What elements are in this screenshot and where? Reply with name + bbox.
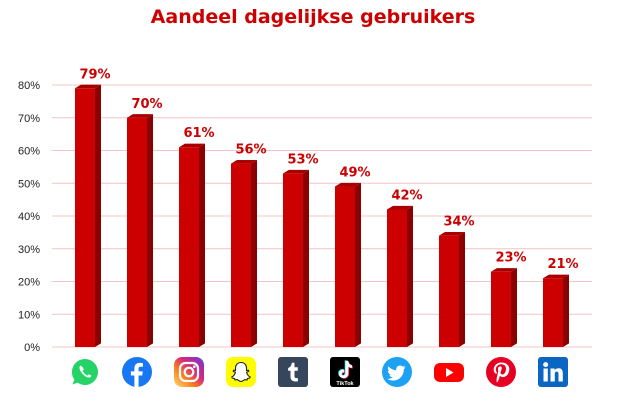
bar-side <box>147 114 153 348</box>
bar-front <box>387 209 407 347</box>
bar-front <box>543 278 563 347</box>
bar-side <box>459 232 465 347</box>
y-tick-label: 50% <box>18 178 40 190</box>
bar-side <box>303 169 309 347</box>
bar-side <box>407 205 413 347</box>
bar-top <box>179 143 205 148</box>
data-label: 70% <box>131 97 162 112</box>
bar-front <box>439 235 459 347</box>
y-tick-label: 10% <box>18 309 40 321</box>
bar <box>231 160 257 347</box>
data-label: 53% <box>287 152 318 167</box>
bar-front <box>335 186 355 347</box>
bar-side <box>199 143 205 347</box>
y-tick-label: 40% <box>18 211 40 223</box>
bar-side <box>511 268 517 347</box>
data-label: 23% <box>495 251 526 266</box>
bar-top <box>335 182 361 187</box>
bar-front <box>491 271 511 347</box>
data-label: 56% <box>235 143 266 158</box>
bar <box>439 232 465 347</box>
y-tick-label: 0% <box>24 342 40 354</box>
bar-side <box>563 274 569 347</box>
bar <box>283 169 309 347</box>
bar <box>491 268 517 347</box>
bar <box>179 143 205 347</box>
data-label: 34% <box>443 215 474 230</box>
bar <box>543 274 569 347</box>
bar-top <box>283 169 309 174</box>
y-tick-label: 60% <box>18 146 40 158</box>
bar-top <box>75 84 101 89</box>
bars <box>75 84 569 348</box>
bar-front <box>231 163 251 347</box>
data-label: 42% <box>391 188 422 203</box>
data-label: 21% <box>547 257 578 272</box>
data-label: 49% <box>339 166 370 181</box>
bar-top <box>491 268 517 272</box>
chart-title: Aandeel dagelijkse gebruikers <box>150 6 476 28</box>
y-tick-label: 20% <box>18 277 40 289</box>
y-axis: 0% 10% 20% 30% 40% 50% 60% 70% 80% <box>18 80 40 354</box>
bar-side <box>251 160 257 347</box>
data-label: 79% <box>79 67 110 82</box>
y-tick-label: 30% <box>18 244 40 256</box>
y-tick-label: 80% <box>18 80 40 92</box>
bar-front <box>179 147 199 347</box>
bar <box>127 114 153 348</box>
data-label: 61% <box>183 126 214 141</box>
bar-top <box>231 160 257 164</box>
bar <box>387 205 413 347</box>
bar-front <box>283 173 303 347</box>
bar-front <box>75 88 95 348</box>
bar-front <box>127 117 147 347</box>
bar <box>75 84 101 348</box>
bar-top <box>387 205 413 210</box>
bar-top <box>127 114 153 118</box>
bar-side <box>355 182 361 347</box>
y-tick-label: 70% <box>18 113 40 125</box>
bar-top <box>439 232 465 236</box>
bar <box>335 182 361 347</box>
data-labels: 79% 70% 61% 56% 53% 49% 42% 34% 23% 21% <box>79 67 578 272</box>
bar-side <box>95 84 101 348</box>
bar-top <box>543 274 569 279</box>
